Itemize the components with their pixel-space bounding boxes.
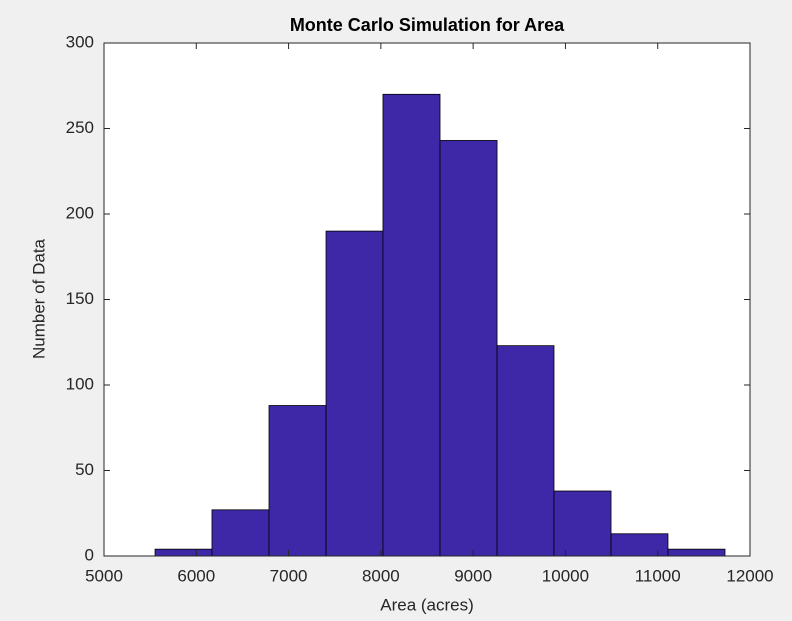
x-tick-label: 11000: [635, 566, 681, 585]
x-tick-label: 7000: [270, 566, 308, 585]
bar: [496, 345, 555, 557]
x-tick-label: 6000: [177, 566, 215, 585]
x-tick-label: 9000: [454, 566, 492, 585]
chart-title: Monte Carlo Simulation for Area: [290, 15, 565, 35]
y-tick-label: 100: [66, 374, 94, 393]
bar: [553, 490, 612, 557]
y-tick-label: 300: [66, 32, 94, 51]
bar: [610, 533, 669, 557]
bar: [211, 509, 270, 557]
bar: [268, 405, 327, 557]
y-axis-label: Number of Data: [29, 238, 48, 359]
y-tick-label: 200: [66, 203, 94, 222]
x-tick-label: 10000: [542, 566, 589, 585]
x-axis-label: Area (acres): [380, 595, 474, 614]
x-tick-label: 5000: [85, 566, 123, 585]
bar: [439, 140, 498, 557]
x-tick-label: 8000: [362, 566, 400, 585]
y-tick-label: 250: [66, 118, 94, 137]
y-tick-label: 150: [66, 289, 94, 308]
x-tick-label: 12000: [726, 566, 773, 585]
bar: [154, 548, 213, 557]
bar: [667, 548, 726, 557]
y-tick-label: 0: [85, 545, 94, 564]
bar: [325, 230, 384, 557]
y-tick-label: 50: [75, 460, 94, 479]
bar: [382, 93, 441, 557]
